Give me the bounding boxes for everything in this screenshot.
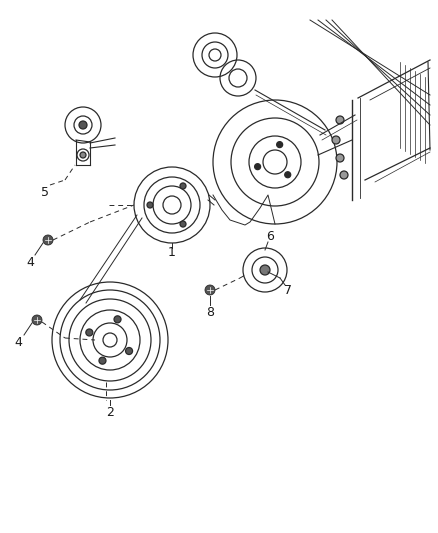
Circle shape — [79, 121, 87, 129]
Circle shape — [180, 221, 186, 227]
Circle shape — [43, 235, 53, 245]
Circle shape — [99, 357, 106, 364]
Circle shape — [277, 142, 283, 148]
Circle shape — [336, 116, 344, 124]
Circle shape — [205, 285, 215, 295]
Circle shape — [254, 164, 261, 169]
Text: 7: 7 — [284, 284, 292, 296]
Circle shape — [340, 171, 348, 179]
Circle shape — [126, 348, 133, 354]
Circle shape — [114, 316, 121, 323]
Circle shape — [80, 152, 86, 158]
Text: 4: 4 — [26, 255, 34, 269]
Text: 8: 8 — [206, 306, 214, 319]
Text: 5: 5 — [41, 185, 49, 198]
Circle shape — [285, 172, 291, 177]
Circle shape — [32, 315, 42, 325]
Circle shape — [86, 329, 93, 336]
Circle shape — [336, 154, 344, 162]
Text: 1: 1 — [168, 246, 176, 259]
Circle shape — [180, 183, 186, 189]
Text: 6: 6 — [266, 230, 274, 244]
Circle shape — [260, 265, 270, 275]
Circle shape — [332, 136, 340, 144]
Circle shape — [147, 202, 153, 208]
Text: 2: 2 — [106, 406, 114, 418]
Text: 4: 4 — [14, 335, 22, 349]
